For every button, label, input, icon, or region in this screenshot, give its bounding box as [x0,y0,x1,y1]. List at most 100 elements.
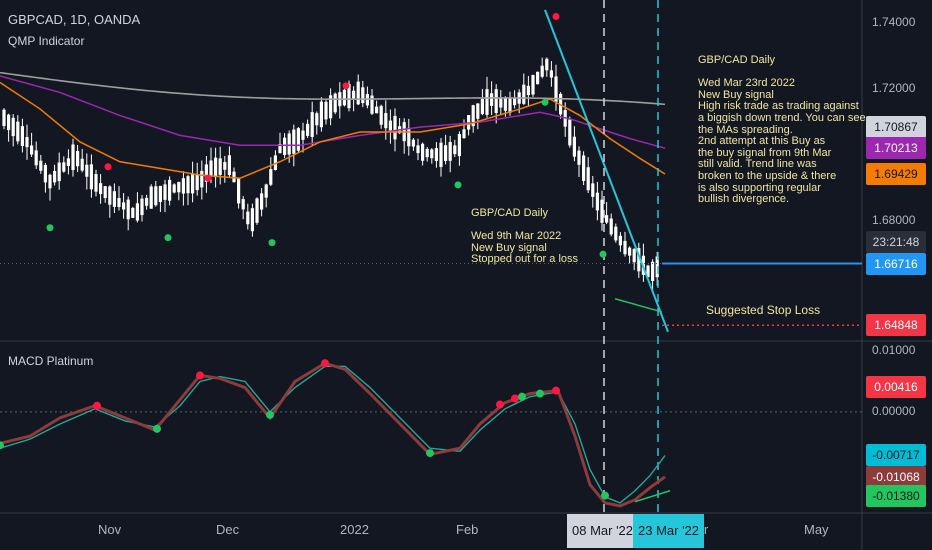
candle-body [126,199,130,220]
candle-body [471,105,475,127]
candle-body [503,97,507,111]
candle-body [384,113,388,129]
divergence-line-price [614,298,663,313]
candle-body [80,158,84,171]
time-axis-label: May [804,522,829,537]
macd-buy-dot [601,491,609,500]
candle-body [407,127,411,147]
candle-body [269,169,273,185]
candle-body [453,145,457,155]
macd-buy-dot [518,392,526,401]
candle-body [522,84,526,104]
candle-body [11,117,15,137]
candle-body [292,129,296,154]
candle-body [499,97,503,108]
time-cursor-label: 08 Mar '22 [567,514,639,548]
buy-signal-dot [599,250,607,258]
candle-body [135,203,139,221]
candle-body [476,103,480,119]
candle-body [577,150,581,165]
sell-signal-dot [204,174,212,182]
candle-body [57,162,61,182]
buy-signal-dot [454,181,462,189]
candle-body [30,145,34,155]
buy-signal-dot [46,224,54,232]
candle-body [108,186,112,205]
candle-body [439,142,443,167]
candle-body [232,171,236,183]
candle-body [628,247,632,256]
candle-body [76,150,80,167]
candle-body [600,199,604,223]
candle-body [273,155,277,171]
sell-signal-dot [104,163,112,171]
candle-body [43,164,47,183]
candle-body [214,157,218,178]
candle-body [195,174,199,191]
candle-body [614,226,618,241]
note-mar23: GBP/CAD Daily Wed Mar 23rd 2022 New Buy … [698,54,866,206]
price-axis-tag: 1.70867 [866,115,926,138]
candle-body [370,95,374,114]
candle-body [2,109,6,127]
candle-body [393,115,397,140]
candle-body [434,148,438,161]
candle-body [177,182,181,193]
candle-body [158,185,162,202]
candle-body [62,162,66,172]
macd-buy-dot [266,410,274,419]
candle-body [53,171,57,183]
candle-body [513,98,517,106]
candle-body [467,115,471,130]
candle-body [485,89,489,115]
candle-body [356,81,360,105]
macd-title: MACD Platinum [8,354,94,368]
price-axis-tag: 23:21:48 [866,230,926,253]
candle-body [536,71,540,85]
buy-signal-dot [541,98,549,106]
candle-body [572,136,576,157]
ma-gray-line [0,71,666,106]
sell-signal-dot [552,13,560,21]
candle-body [586,167,590,191]
candle-body [342,89,346,106]
candle-body [20,126,24,147]
candle-body [168,179,172,201]
candle-body [7,114,11,131]
macd-line [0,361,666,508]
candle-body [430,149,434,159]
candle-body [306,123,310,136]
candle-body [103,186,107,199]
candle-body [582,155,586,181]
candle-body [191,173,195,194]
candle-body [250,208,254,232]
price-axis-tag: 1.66716 [866,252,926,275]
candle-body [591,183,595,197]
candle-body [283,137,287,155]
candle-body [246,211,250,225]
macd-sell-dot [552,386,560,395]
candle-body [71,144,75,171]
price-tick-label: 1.74000 [872,15,916,30]
buy-signal-dot [268,239,276,247]
candle-body [480,99,484,115]
price-axis-tag: 1.70213 [866,137,926,160]
divergence-line-macd [634,490,671,503]
candle-body [296,128,300,151]
ma-orange-line [0,81,666,180]
candle-body [388,120,392,131]
price-tick-label: 1.68000 [872,213,916,228]
candle-body [260,193,264,210]
candle-body [181,178,185,194]
candle-body [85,164,89,177]
candle-body [605,215,609,223]
candle-body [444,145,448,161]
candle-body [508,98,512,113]
candle-body [595,192,599,211]
candle-body [131,207,135,218]
buy-signal-dot [164,234,172,242]
candle-body [416,145,420,154]
candle-body [34,150,38,166]
